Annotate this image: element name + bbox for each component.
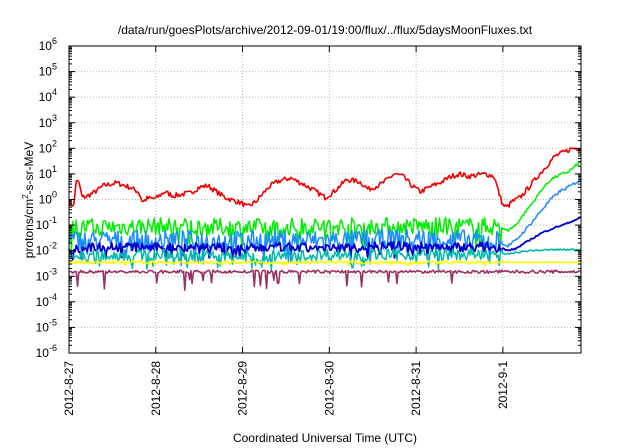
y-tick-label: 106 — [39, 36, 57, 53]
y-tick-exponent: -3 — [49, 266, 57, 276]
y-tick-exponent: -6 — [49, 343, 57, 353]
series-line-5 — [68, 248, 582, 271]
y-tick-label: 103 — [39, 113, 57, 130]
series-line-7 — [68, 269, 582, 291]
x-tick-label: 2012-8-30 — [322, 361, 336, 416]
y-tick-label: 10-2 — [36, 241, 57, 258]
y-tick-label: 10-5 — [36, 317, 57, 334]
x-tick-label: 2012-8-31 — [409, 361, 423, 416]
x-tick-label: 2012-8-28 — [149, 361, 163, 416]
y-tick-label: 104 — [39, 87, 57, 104]
y-tick-label: 101 — [39, 164, 57, 181]
y-tick-label: 10-3 — [36, 266, 57, 283]
y-tick-labels: 10-610-510-410-310-210-11001011021031041… — [36, 36, 57, 360]
y-axis-label-superscript: 2 — [21, 194, 30, 199]
chart-title: /data/run/goesPlots/archive/2012-09-01/1… — [118, 23, 533, 37]
y-tick-label: 105 — [39, 62, 57, 79]
y-tick-exponent: -1 — [49, 215, 57, 225]
series-line-2 — [68, 160, 582, 251]
y-axis-label-main: protons/cm — [22, 199, 36, 258]
y-tick-exponent: -4 — [49, 292, 57, 302]
y-tick-exponent: 2 — [52, 138, 57, 148]
x-tick-label: 2012-8-29 — [236, 361, 250, 416]
x-tick-labels: 2012-8-27 2012-8-28 2012-8-29 2012-8-30 2012… — [62, 361, 510, 416]
series-line-1 — [68, 147, 582, 208]
y-tick-label: 100 — [39, 190, 57, 207]
x-tick-label: 2012-8-27 — [62, 361, 76, 416]
axis-ticks — [68, 45, 581, 354]
y-tick-exponent: -5 — [49, 317, 57, 327]
y-tick-label: 10-6 — [36, 343, 57, 360]
y-tick-exponent: -2 — [49, 241, 57, 251]
series-line-6 — [68, 260, 582, 267]
y-tick-exponent: 4 — [52, 87, 57, 97]
x-axis-label: Coordinated Universal Time (UTC) — [233, 431, 417, 445]
y-tick-exponent: 5 — [52, 62, 57, 72]
y-axis-label: protons/cm2-s-sr-MeV — [21, 142, 36, 258]
y-tick-exponent: 0 — [52, 190, 57, 200]
y-tick-exponent: 6 — [52, 36, 57, 46]
y-tick-exponent: 3 — [52, 113, 57, 123]
x-tick-label: 2012-9-1 — [496, 361, 510, 409]
y-tick-label: 10-1 — [36, 215, 57, 232]
y-tick-exponent: 1 — [52, 164, 57, 174]
y-axis-label-rest: -s-sr-MeV — [22, 142, 36, 195]
y-tick-label: 10-4 — [36, 292, 57, 309]
series-group — [68, 147, 582, 291]
y-tick-label: 102 — [39, 138, 57, 155]
